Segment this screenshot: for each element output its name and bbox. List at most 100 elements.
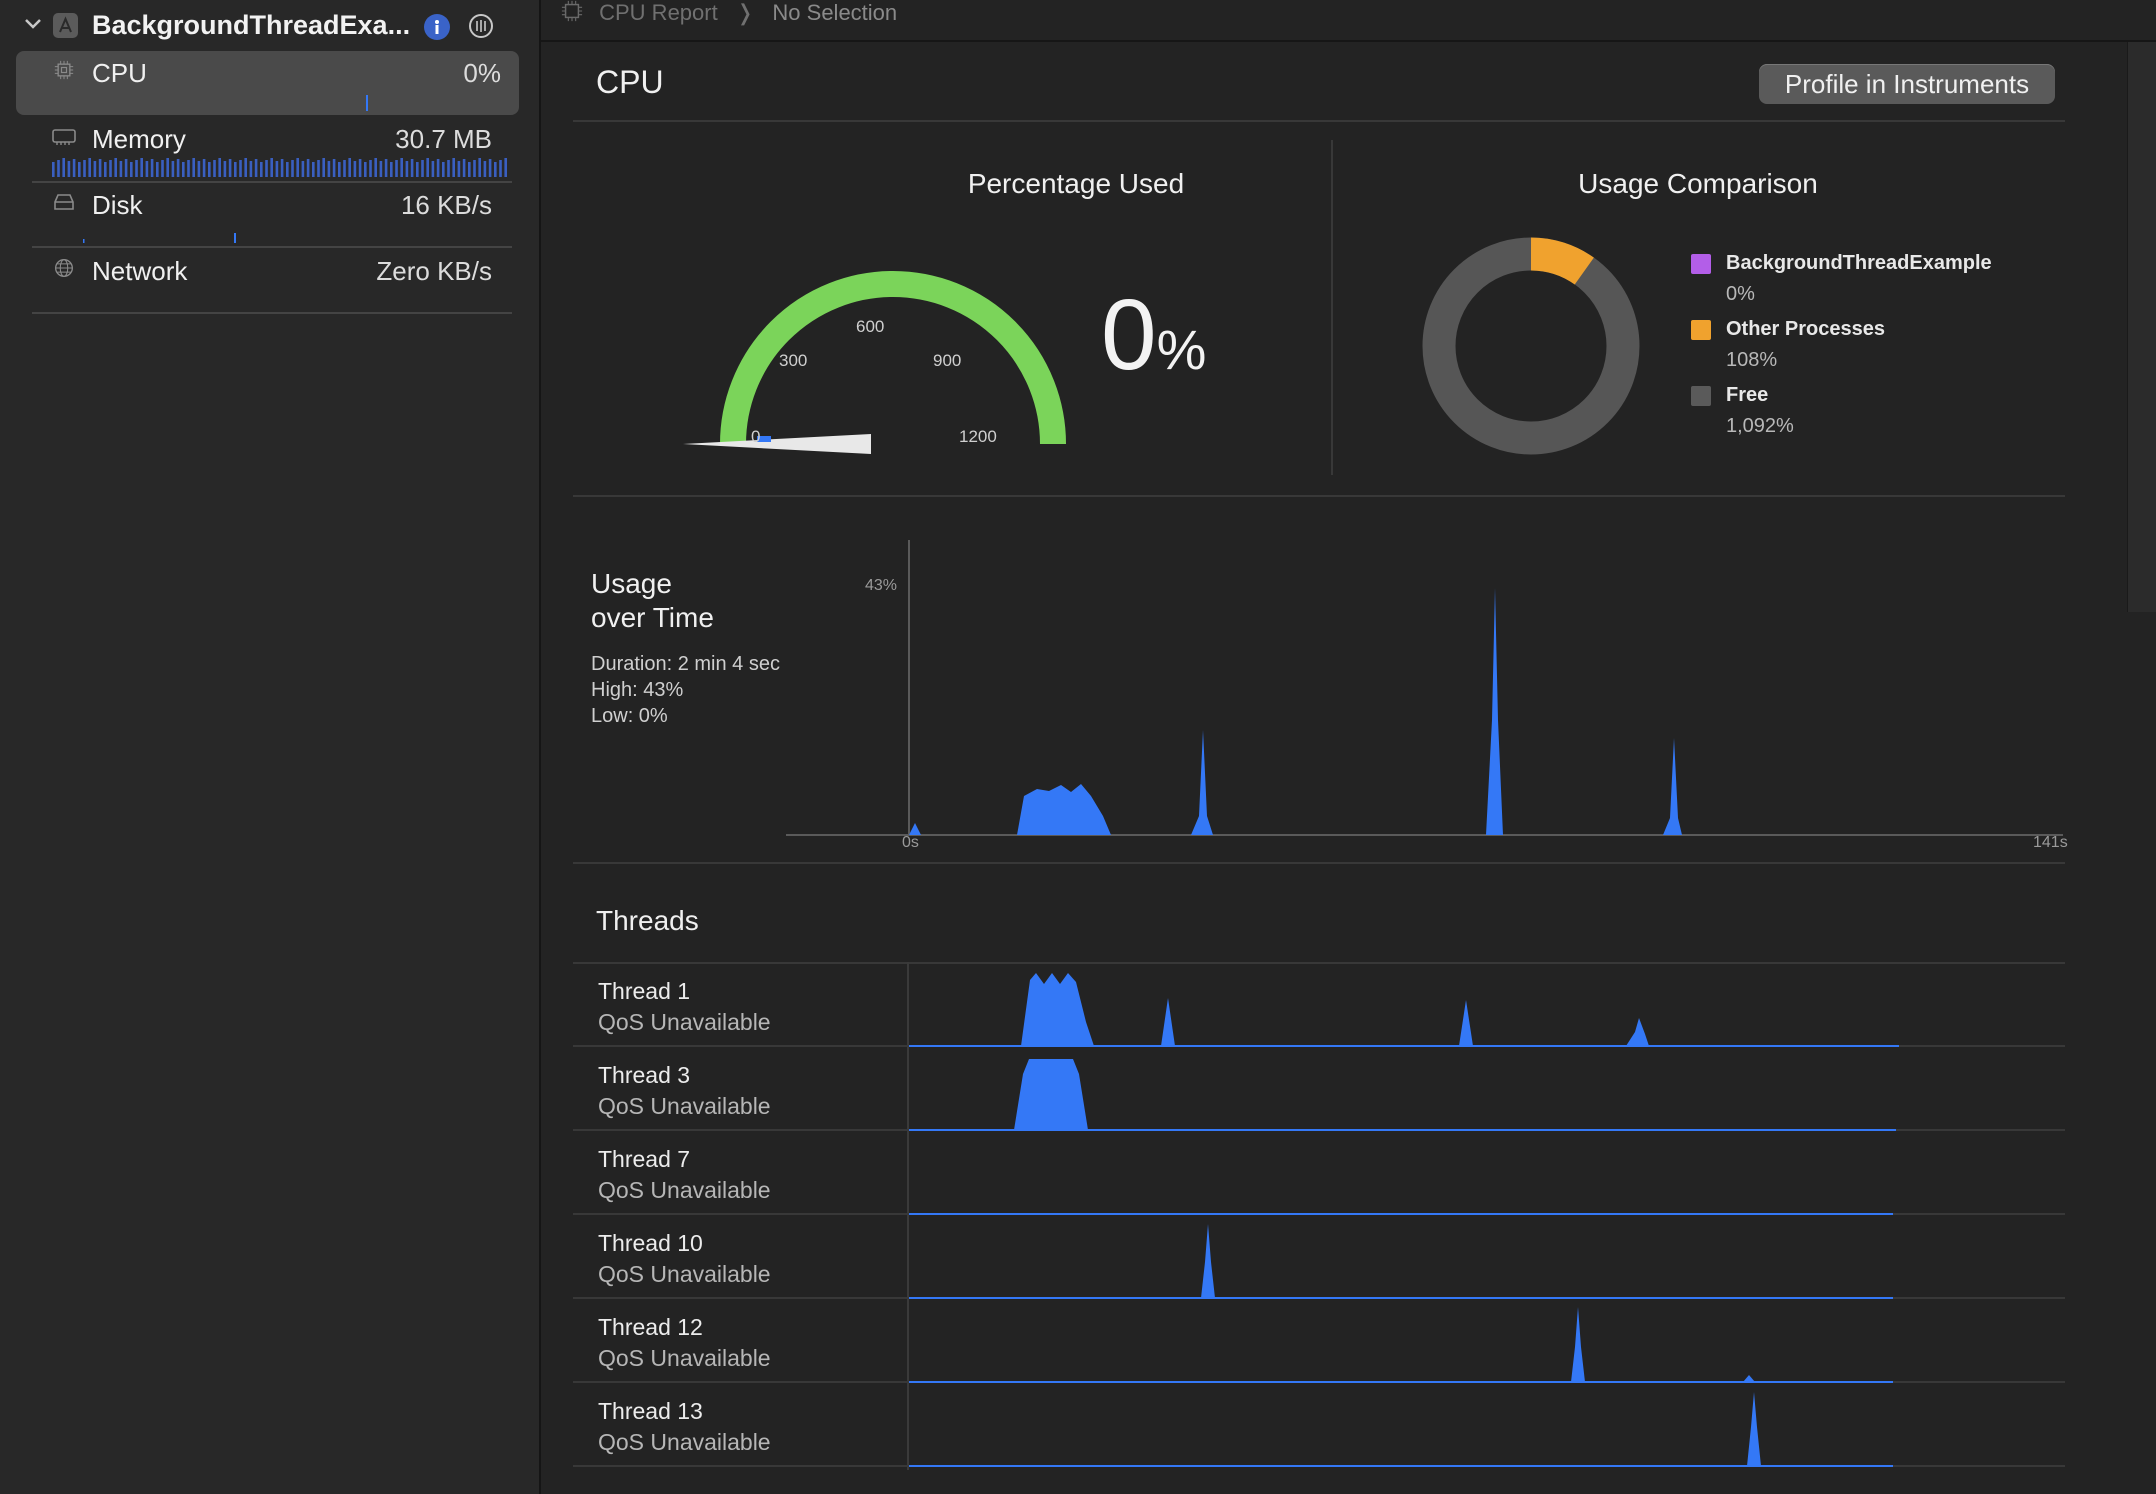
usage-spike [1486,588,1503,835]
thread-name: Thread 3 [598,1062,691,1088]
usage-spike [1191,730,1213,835]
memory-sparkline-bar [416,162,419,177]
memory-sparkline-bar [478,158,481,177]
memory-sparkline-bar [447,160,450,177]
y-axis-max-label: 43% [865,577,898,594]
gauge-memory[interactable]: Memory 30.7 MB [32,117,510,181]
thread-row[interactable]: Thread 1 QoS Unavailable [573,964,2065,1048]
memory-sparkline-bar [270,158,273,177]
thread-name: Thread 12 [598,1314,703,1340]
vertical-divider [1331,140,1333,475]
memory-sparkline-bar [265,160,268,177]
thread-activity [1021,973,1094,1046]
duration-text: Duration: 2 min 4 sec [591,653,780,675]
memory-sparkline-bar [156,162,159,177]
memory-sparkline [52,158,507,177]
gauge-disk-value: 16 KB/s [400,190,492,220]
section-divider [573,120,2065,122]
usage-spike [1663,738,1682,835]
profile-in-instruments-button[interactable]: Profile in Instruments [1759,64,2055,104]
gauge-memory-value: 30.7 MB [395,124,492,154]
thread-name: Thread 10 [598,1230,703,1256]
process-gauge-icon[interactable] [469,14,493,38]
thread-row[interactable]: Thread 10 QoS Unavailable [573,1216,2065,1300]
thread-row[interactable]: Thread 7 QoS Unavailable [573,1132,2065,1216]
memory-sparkline-bar [208,162,211,177]
memory-sparkline-bar [436,159,440,177]
gauge-tick-label: 300 [779,351,807,370]
thread-name: Thread 13 [598,1398,703,1424]
legend-swatch [1691,254,1711,274]
memory-sparkline-bar [192,158,195,177]
x-axis-start-label: 0s [902,834,919,851]
gauge-tick-label: 0 [751,427,760,446]
memory-sparkline-bar [275,161,279,177]
toolbar-divider [541,40,2156,42]
memory-sparkline-bar [135,160,138,177]
section-divider [573,495,2065,497]
breadcrumb-no-selection[interactable]: No Selection [772,0,898,25]
thread-row[interactable]: Thread 3 QoS Unavailable [573,1048,2065,1132]
memory-sparkline-bar [176,159,180,177]
legend-value: 108% [1726,349,1778,371]
gauge-tick-label: 1200 [959,427,997,446]
thread-activity [1571,1307,1585,1382]
section-divider [573,862,2065,864]
memory-sparkline-bar [171,161,175,177]
thread-activity [1743,1375,1755,1382]
usage-spike [909,823,921,835]
cpu-percentage-value: 0 [1101,279,1157,391]
memory-sparkline-bar [494,162,497,177]
memory-sparkline-bar [317,160,320,177]
memory-sparkline-bar [374,158,377,177]
memory-sparkline-bar [431,161,435,177]
memory-sparkline-bar [280,159,284,177]
donut-other-processes-segment [1530,237,1594,285]
memory-sparkline-bar [150,159,154,177]
gauge-cpu[interactable]: CPU 0% [16,51,519,115]
memory-sparkline-bar [483,161,487,177]
chevron-down-icon[interactable] [22,12,44,34]
memory-sparkline-bar [488,159,492,177]
memory-sparkline-bar [390,162,393,177]
memory-sparkline-bar [384,159,388,177]
thread-row[interactable]: Thread 12 QoS Unavailable [573,1300,2065,1384]
gauge-cpu-value: 0% [463,58,501,88]
memory-sparkline-bar [327,161,331,177]
gauge-network[interactable]: Network Zero KB/s [32,249,510,313]
memory-sparkline-bar [114,158,117,177]
usage-comparison-title: Usage Comparison [1578,168,1818,199]
cpu-report-pane: CPU Report ❭ No Selection CPU Profile in… [541,0,2156,1494]
memory-sparkline-bar [291,160,294,177]
memory-sparkline-bar [202,159,206,177]
memory-sparkline-bar [124,159,128,177]
memory-sparkline-bar [442,162,445,177]
memory-sparkline-bar [379,161,383,177]
thread-qos: QoS Unavailable [598,1345,771,1371]
threads-title: Threads [596,905,699,936]
memory-sparkline-bar [223,161,227,177]
sidebar-divider [32,312,512,314]
info-icon[interactable] [424,14,450,40]
donut-free-segment [1422,237,1640,455]
sidebar-divider [32,246,512,248]
process-header[interactable]: BackgroundThreadExa... [0,0,539,52]
memory-sparkline-bar [338,162,341,177]
memory-sparkline-bar [161,160,164,177]
memory-sparkline-bar [109,160,112,177]
legend-name: Free [1726,384,1769,406]
thread-qos: QoS Unavailable [598,1009,771,1035]
breadcrumb-cpu-report[interactable]: CPU Report [599,0,718,25]
memory-sparkline-bar [130,162,133,177]
memory-sparkline-bar [213,160,216,177]
thread-activity [1747,1392,1761,1466]
gauge-disk[interactable]: Disk 16 KB/s [32,183,510,247]
threads-activity-graphs [573,962,2065,1470]
disk-icon [54,194,74,210]
thread-name: Thread 1 [598,978,691,1004]
thread-row[interactable]: Thread 13 QoS Unavailable [573,1384,2065,1468]
vertical-scrollbar[interactable] [2127,42,2156,612]
memory-sparkline-bar [332,159,336,177]
memory-sparkline-bar [286,162,289,177]
cpu-percentage-unit: % [1156,318,1207,381]
